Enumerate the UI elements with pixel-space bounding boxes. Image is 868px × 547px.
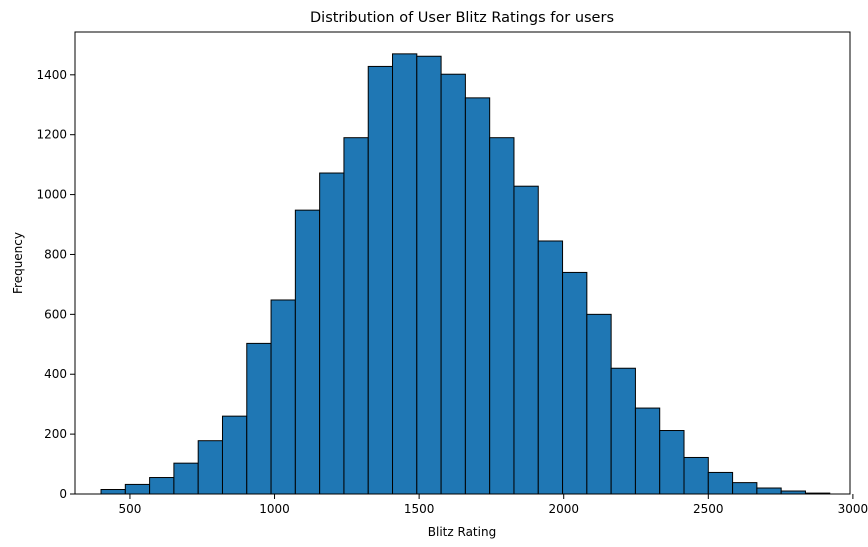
histogram-bar (610, 367, 636, 495)
histogram-bar (100, 489, 126, 495)
y-tick-label: 0 (59, 487, 67, 501)
histogram-bar (221, 415, 248, 495)
histogram-bar (659, 430, 685, 495)
x-axis-label: Blitz Rating (428, 525, 496, 539)
histogram-bar (756, 487, 782, 495)
histogram-bar (392, 53, 418, 495)
y-axis-label: Frequency (11, 232, 25, 294)
x-tick-label: 3000 (838, 502, 868, 516)
histogram-bar (634, 407, 661, 495)
histogram-bar (294, 209, 321, 495)
histogram-bar (149, 477, 175, 495)
histogram-bar (367, 65, 394, 495)
y-tick-label: 400 (44, 367, 67, 381)
histogram-bar (197, 440, 223, 495)
histogram-bar (246, 342, 272, 495)
x-tick-label: 500 (118, 502, 141, 516)
histogram-bar (343, 137, 369, 495)
histogram-bar (489, 137, 515, 495)
histogram-bar (440, 73, 466, 495)
plot-frame (74, 31, 851, 495)
histogram-bar (173, 462, 199, 495)
histogram-bar (537, 240, 564, 495)
y-tick-label: 1400 (36, 68, 67, 82)
y-tick-label: 600 (44, 307, 67, 321)
histogram-bar (270, 299, 296, 495)
y-tick-label: 1200 (36, 128, 67, 142)
histogram-bar (707, 471, 734, 495)
histogram-bar (586, 313, 612, 495)
x-tick-label: 2000 (548, 502, 579, 516)
histogram-bar (513, 185, 539, 495)
y-tick-label: 200 (44, 427, 67, 441)
bars-group (100, 53, 831, 495)
y-tick-label: 800 (44, 247, 67, 261)
histogram-bar (464, 97, 491, 495)
histogram-bar (562, 271, 588, 495)
histogram-bar (416, 55, 442, 495)
x-tick-label: 1500 (404, 502, 435, 516)
axes-group: 500 1000 1500 2000 2500 3000 0 200 400 600 800 1000… (36, 68, 868, 516)
histogram-bar (732, 482, 758, 495)
chart-title: Distribution of User Blitz Ratings for u… (310, 10, 614, 26)
y-tick-label: 1000 (36, 188, 67, 202)
histogram-bar (683, 456, 709, 495)
x-tick-label: 1000 (259, 502, 290, 516)
x-tick-label: 2500 (693, 502, 724, 516)
histogram-bar (124, 483, 151, 495)
histogram-bar (319, 172, 345, 495)
